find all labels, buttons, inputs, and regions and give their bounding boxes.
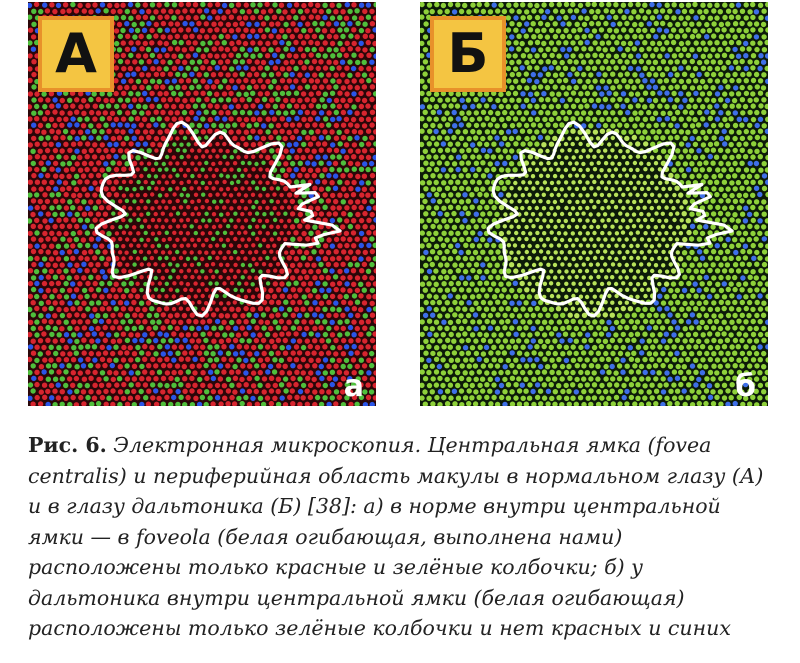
cone-mosaic-b (420, 2, 768, 406)
panel-sublabel-a: а (343, 369, 364, 404)
caption-lead: Рис. 6. (28, 433, 107, 457)
micrograph-panel-b: Б б (420, 2, 768, 406)
micrograph-panel-a: А а (28, 2, 376, 406)
figure-caption: Рис. 6. Электронная микроскопия. Централ… (28, 430, 774, 644)
panel-sublabel-b: б (735, 369, 756, 404)
cone-mosaic-a (28, 2, 376, 406)
caption-text: Электронная микроскопия. Центральная ямк… (28, 433, 764, 640)
panel-badge-a: А (38, 16, 114, 92)
panel-badge-b: Б (430, 16, 506, 92)
